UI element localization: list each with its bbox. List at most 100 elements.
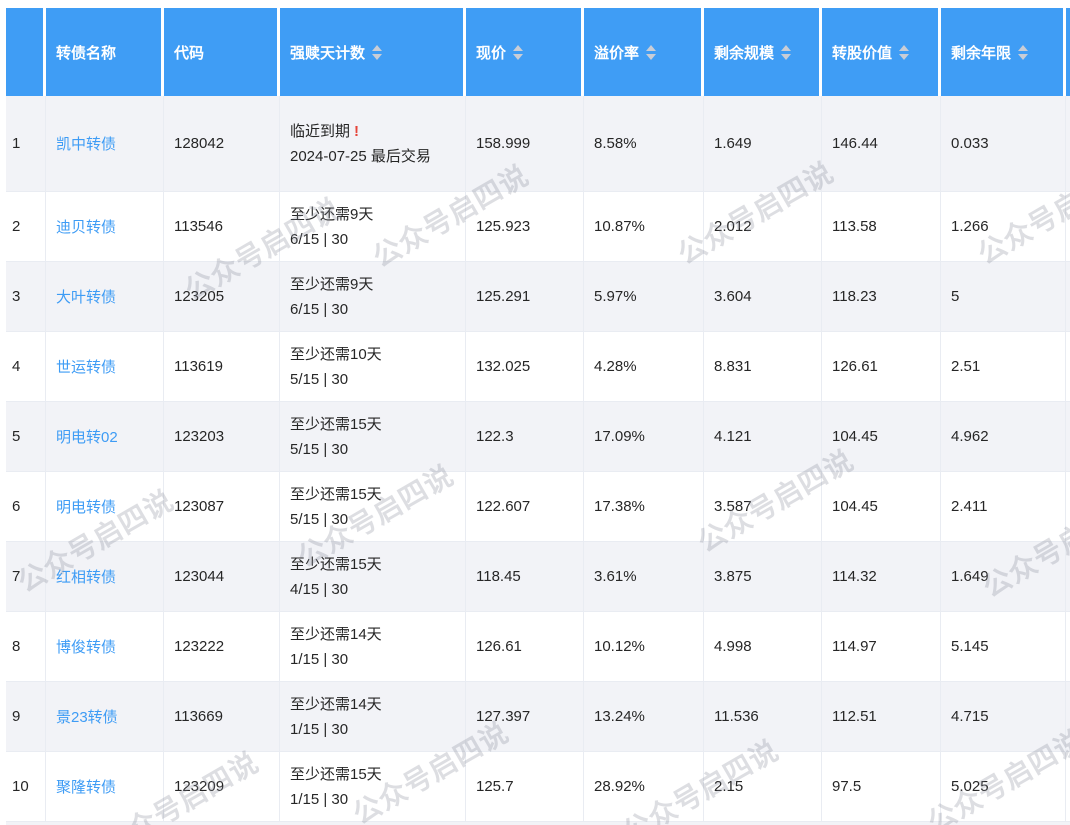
sort-descending-icon[interactable]: [899, 53, 910, 60]
sort-icon[interactable]: [1018, 44, 1029, 60]
row-index-cell: 2: [6, 192, 46, 261]
price-cell: 132.025: [466, 332, 584, 401]
sort-ascending-icon[interactable]: [513, 44, 524, 51]
redemption-count-text: 至少还需9天 6/15 | 30: [290, 272, 438, 322]
table-row: 10 聚隆转债 123209 至少还需15天 1/15 | 30 125.7 2…: [6, 752, 1070, 822]
bond-code-cell: 123205: [164, 262, 280, 331]
sort-descending-icon[interactable]: [646, 53, 657, 60]
conversion-value-cell: 113.58: [822, 192, 941, 261]
redemption-count-cell: 至少还需10天 5/15 | 30: [280, 332, 466, 401]
remaining-size-value: 2.15: [714, 778, 744, 795]
remaining-size-value: 4.121: [714, 428, 752, 445]
clipped-cell: [1066, 542, 1070, 611]
column-header-price[interactable]: 现价: [466, 8, 584, 96]
column-header-conversion_value[interactable]: 转股价值: [822, 8, 941, 96]
conversion-value-cell: 126.61: [822, 332, 941, 401]
column-header-premium[interactable]: 溢价率: [584, 8, 704, 96]
redemption-status: 临近到期: [290, 122, 351, 140]
column-header-remaining_years[interactable]: 剩余年限: [941, 8, 1066, 96]
column-label: 溢价率: [594, 44, 640, 62]
premium-value: 10.12%: [594, 638, 645, 655]
redemption-count-text: 至少还需15天 5/15 | 30: [290, 412, 438, 462]
redemption-count-text: 临近到期! 2024-07-25 最后交易: [290, 119, 438, 169]
conversion-value: 118.23: [832, 288, 877, 305]
sort-icon[interactable]: [372, 44, 383, 60]
remaining-size-cell: 3.604: [704, 262, 822, 331]
row-index: 10: [12, 778, 29, 795]
sort-icon[interactable]: [513, 44, 524, 60]
table-row: 4 世运转债 113619 至少还需10天 5/15 | 30 132.025 …: [6, 332, 1070, 402]
sort-descending-icon[interactable]: [513, 53, 524, 60]
bond-name-link[interactable]: 聚隆转债: [56, 779, 117, 796]
redemption-progress: 2024-07-25 最后交易: [290, 147, 431, 165]
column-header-redemption[interactable]: 强赎天计数: [280, 8, 466, 96]
redemption-status: 至少还需10天: [290, 345, 382, 363]
conversion-value-cell: 114.97: [822, 612, 941, 681]
remaining-years-value: 4.962: [951, 428, 989, 445]
premium-value: 8.58%: [594, 135, 637, 152]
remaining-size-cell: 8.831: [704, 332, 822, 401]
remaining-size-value: 2.012: [714, 218, 752, 235]
sort-ascending-icon[interactable]: [646, 44, 657, 51]
clipped-cell: [1066, 402, 1070, 471]
sort-icon[interactable]: [646, 44, 657, 60]
price-cell: 125.291: [466, 262, 584, 331]
sort-ascending-icon[interactable]: [899, 44, 910, 51]
sort-ascending-icon[interactable]: [372, 44, 383, 51]
clipped-cell: [1066, 192, 1070, 261]
sort-descending-icon[interactable]: [1018, 53, 1029, 60]
price-cell: 158.999: [466, 96, 584, 191]
redemption-count-cell: 至少还需9天 6/15 | 30: [280, 262, 466, 331]
bond-code: 113546: [174, 218, 223, 235]
redemption-progress: 1/15 | 30: [290, 790, 349, 808]
column-label: 现价: [476, 44, 507, 62]
conversion-value: 97.5: [832, 778, 862, 795]
bond-name-link[interactable]: 大叶转债: [56, 289, 117, 306]
sort-icon[interactable]: [781, 44, 792, 60]
bond-name-link[interactable]: 明电转02: [56, 429, 118, 446]
bond-name-link[interactable]: 迪贝转债: [56, 219, 117, 236]
redemption-status: 至少还需14天: [290, 695, 382, 713]
bond-name-link[interactable]: 凯中转债: [56, 136, 117, 153]
sort-ascending-icon[interactable]: [781, 44, 792, 51]
conversion-value: 126.61: [832, 358, 878, 375]
conversion-value-cell: 146.44: [822, 96, 941, 191]
bond-code: 113669: [174, 708, 223, 725]
premium-cell: 10.12%: [584, 612, 704, 681]
bond-name-link[interactable]: 景23转债: [56, 709, 118, 726]
redemption-count-cell: 至少还需14天 1/15 | 30: [280, 612, 466, 681]
remaining-size-cell: 4.998: [704, 612, 822, 681]
redemption-count-text: 至少还需15天 1/15 | 30: [290, 762, 438, 812]
bond-name-cell: 景23转债: [46, 682, 164, 751]
clipped-cell: [1066, 472, 1070, 541]
row-index: 5: [12, 428, 21, 445]
column-label: 代码: [174, 44, 205, 62]
redemption-count-cell: 至少还需15天 5/15 | 30: [280, 402, 466, 471]
price-value: 125.291: [476, 288, 531, 305]
bond-code-cell: 113619: [164, 332, 280, 401]
bond-name-link[interactable]: 世运转债: [56, 359, 117, 376]
price-cell: 126.61: [466, 612, 584, 681]
redemption-progress: 6/15 | 30: [290, 300, 349, 318]
column-header-remaining_size[interactable]: 剩余规模: [704, 8, 822, 96]
alert-exclamation-icon: !: [354, 122, 360, 140]
premium-value: 28.92%: [594, 778, 645, 795]
sort-ascending-icon[interactable]: [1018, 44, 1029, 51]
price-cell: 125.7: [466, 752, 584, 821]
bond-name-link[interactable]: 红相转债: [56, 569, 117, 586]
premium-value: 4.28%: [594, 358, 637, 375]
column-label: 剩余规模: [714, 44, 775, 62]
bond-name-link[interactable]: 明电转债: [56, 499, 117, 516]
row-index-cell: 1: [6, 96, 46, 191]
row-index-cell: 5: [6, 402, 46, 471]
remaining-years-cell: 5.025: [941, 752, 1066, 821]
sort-descending-icon[interactable]: [372, 53, 383, 60]
sort-descending-icon[interactable]: [781, 53, 792, 60]
bond-code: 123044: [174, 568, 225, 585]
column-header-name: 转债名称: [46, 8, 164, 96]
table-row: 6 明电转债 123087 至少还需15天 5/15 | 30 122.607 …: [6, 472, 1070, 542]
sort-icon[interactable]: [899, 44, 910, 60]
bond-name-link[interactable]: 博俊转债: [56, 639, 117, 656]
price-value: 125.923: [476, 218, 531, 235]
premium-value: 17.38%: [594, 498, 645, 515]
